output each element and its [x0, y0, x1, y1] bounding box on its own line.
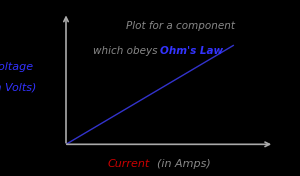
- Text: Ohm's Law: Ohm's Law: [160, 46, 224, 56]
- Text: Voltage: Voltage: [0, 62, 33, 72]
- Text: (in Volts): (in Volts): [0, 83, 37, 93]
- Text: Current: Current: [108, 159, 150, 169]
- Text: (in Amps): (in Amps): [150, 159, 211, 169]
- Text: which obeys: which obeys: [93, 46, 160, 56]
- Text: Plot for a component: Plot for a component: [125, 21, 235, 31]
